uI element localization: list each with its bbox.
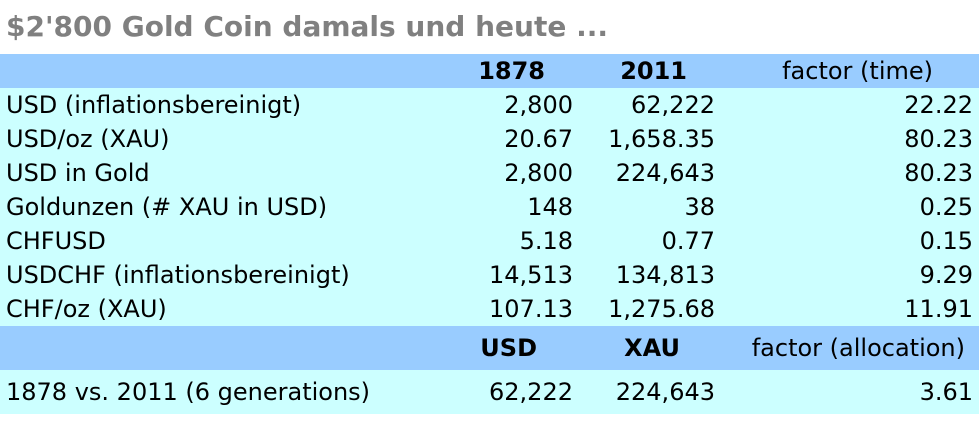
- row-factor: 80.23: [904, 125, 973, 153]
- row-label: USD in Gold: [6, 159, 150, 187]
- row-value-2011: 1,658.35: [608, 125, 715, 153]
- table-header-allocation: USD XAU factor (allocation): [0, 326, 979, 370]
- table-row: USD (inflationsbereinigt) 2,800 62,222 2…: [0, 88, 979, 122]
- row-label: USDCHF (inflationsbereinigt): [6, 261, 350, 289]
- row-value-1878: 5.18: [519, 227, 573, 255]
- row-factor: 0.15: [919, 227, 973, 255]
- table-row: CHF/oz (XAU) 107.13 1,275.68 11.91: [0, 292, 979, 326]
- row-label: CHFUSD: [6, 227, 106, 255]
- row-value-1878: 20.67: [504, 125, 573, 153]
- row-value-2011: 0.77: [661, 227, 715, 255]
- table-row: Goldunzen (# XAU in USD) 148 38 0.25: [0, 190, 979, 224]
- row-factor: 11.91: [904, 295, 973, 323]
- summary-value-usd: 62,222: [489, 378, 573, 406]
- header-col-factor-allocation: factor (allocation): [751, 334, 965, 362]
- table-row: USD/oz (XAU) 20.67 1,658.35 80.23: [0, 122, 979, 156]
- table-row: USDCHF (inflationsbereinigt) 14,513 134,…: [0, 258, 979, 292]
- row-value-1878: 14,513: [489, 261, 573, 289]
- summary-factor: 3.61: [919, 378, 973, 406]
- row-factor: 0.25: [919, 193, 973, 221]
- row-label: USD (inflationsbereinigt): [6, 91, 302, 119]
- row-value-1878: 148: [527, 193, 573, 221]
- row-factor: 80.23: [904, 159, 973, 187]
- table-row: USD in Gold 2,800 224,643 80.23: [0, 156, 979, 190]
- page-title: $2'800 Gold Coin damals und heute ...: [6, 10, 608, 43]
- row-value-2011: 1,275.68: [608, 295, 715, 323]
- row-factor: 9.29: [919, 261, 973, 289]
- row-value-1878: 2,800: [504, 91, 573, 119]
- row-factor: 22.22: [904, 91, 973, 119]
- header-col-usd: USD: [480, 334, 537, 362]
- header-col-xau: XAU: [624, 334, 680, 362]
- header-col-1878: 1878: [478, 57, 545, 85]
- row-value-2011: 38: [684, 193, 715, 221]
- header-col-2011: 2011: [620, 57, 687, 85]
- row-value-1878: 107.13: [489, 295, 573, 323]
- row-label: CHF/oz (XAU): [6, 295, 167, 323]
- row-label: USD/oz (XAU): [6, 125, 170, 153]
- table-header-time: 1878 2011 factor (time): [0, 54, 979, 88]
- row-label: Goldunzen (# XAU in USD): [6, 193, 328, 221]
- summary-value-xau: 224,643: [615, 378, 715, 406]
- row-value-1878: 2,800: [504, 159, 573, 187]
- row-value-2011: 134,813: [615, 261, 715, 289]
- summary-row: 1878 vs. 2011 (6 generations) 62,222 224…: [0, 370, 979, 414]
- row-value-2011: 62,222: [631, 91, 715, 119]
- summary-label: 1878 vs. 2011 (6 generations): [6, 378, 371, 406]
- table-row: CHFUSD 5.18 0.77 0.15: [0, 224, 979, 258]
- header-col-factor-time: factor (time): [782, 57, 933, 85]
- row-value-2011: 224,643: [615, 159, 715, 187]
